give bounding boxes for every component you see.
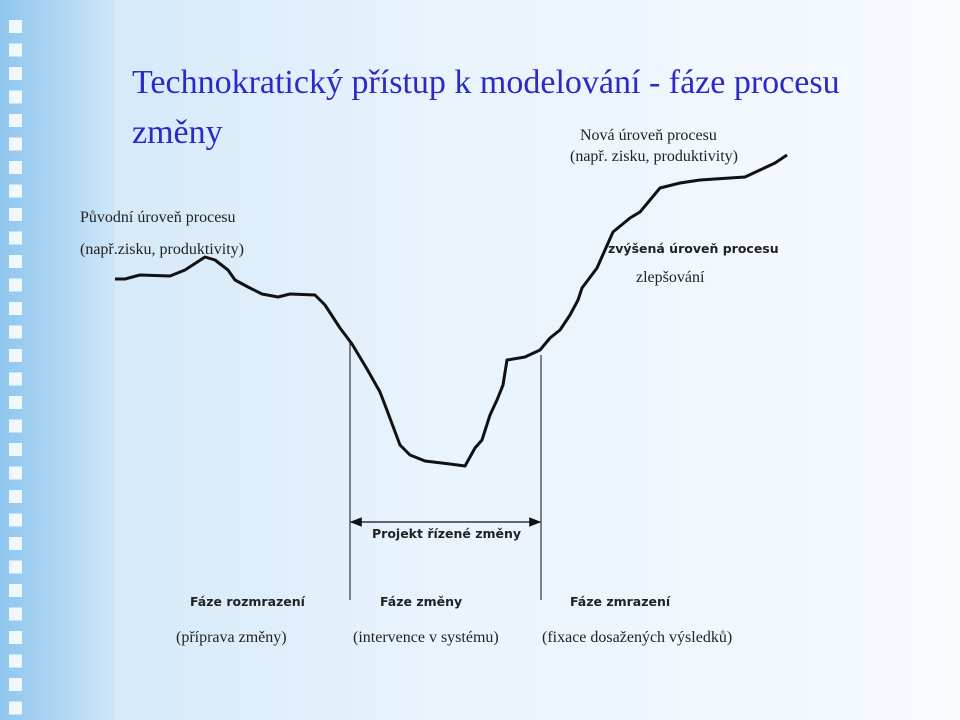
decor-square <box>9 302 22 315</box>
decor-square <box>9 20 22 33</box>
phase-name: Fáze změny <box>380 594 463 609</box>
decor-square <box>9 513 22 527</box>
decor-square <box>9 584 22 597</box>
project-label: Projekt řízené změny <box>372 526 522 541</box>
decoration <box>9 20 22 715</box>
decor-square <box>9 443 22 456</box>
decor-square <box>9 137 22 151</box>
decor-square <box>9 607 22 621</box>
decor-square <box>9 90 22 104</box>
new-level-detail: (např. zisku, produktivity) <box>570 148 738 165</box>
decor-square <box>9 184 22 198</box>
decor-square <box>9 631 22 644</box>
decor-square <box>9 490 22 503</box>
decor-square <box>9 43 22 57</box>
new-level-label: Nová úroveň procesu <box>580 127 717 144</box>
original-level-label: Původní úroveň procesu <box>80 209 236 226</box>
phase-detail: (intervence v systému) <box>353 629 499 646</box>
decor-square <box>9 701 22 715</box>
phase-detail: (fixace dosažených výsledků) <box>542 629 733 646</box>
phase-name: Fáze rozmrazení <box>190 594 305 609</box>
decor-square <box>9 419 22 433</box>
decor-square <box>9 466 22 480</box>
decor-square <box>9 678 22 691</box>
decor-square <box>9 654 22 668</box>
decor-square <box>9 161 22 174</box>
decor-square <box>9 560 22 574</box>
decor-square <box>9 208 22 221</box>
process-curve <box>115 153 788 468</box>
decor-square <box>9 372 22 386</box>
slide-title: Technokratický přístup k modelování - fá… <box>132 64 840 151</box>
decor-square <box>9 67 22 80</box>
phase-detail: (příprava změny) <box>176 629 287 646</box>
decor-square <box>9 537 22 550</box>
decor-square <box>9 255 22 268</box>
decor-square <box>9 231 22 245</box>
improvement-label: zlepšování <box>636 269 705 286</box>
decor-square <box>9 114 22 127</box>
decor-square <box>9 349 22 362</box>
decor-square <box>9 396 22 409</box>
original-level-detail: (např.zisku, produktivity) <box>80 241 244 258</box>
improved-level-label: zvýšená úroveň procesu <box>608 241 779 256</box>
phase-name: Fáze zmrazení <box>570 594 671 609</box>
decor-square <box>9 278 22 292</box>
decor-square <box>9 325 22 339</box>
